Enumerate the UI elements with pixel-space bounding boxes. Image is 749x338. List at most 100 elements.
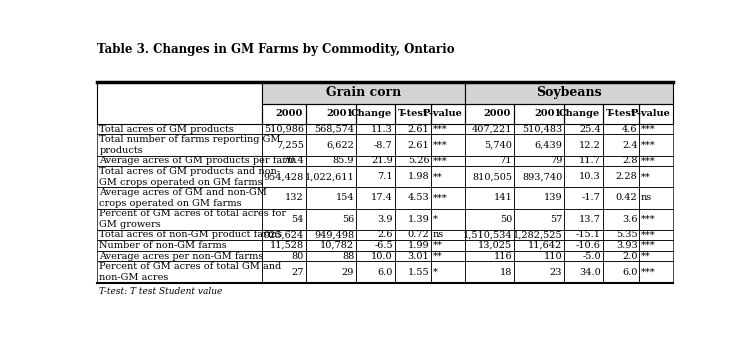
Text: P-value: P-value [630, 109, 670, 118]
Bar [465, 187, 514, 209]
Bar [514, 103, 564, 124]
Text: 13,025: 13,025 [478, 241, 512, 250]
Text: 0.42: 0.42 [616, 193, 637, 202]
Text: Grain corn: Grain corn [326, 87, 401, 99]
Text: 1,510,534: 1,510,534 [462, 231, 512, 240]
Bar [514, 230, 564, 240]
Bar [431, 261, 465, 283]
Text: 154: 154 [336, 193, 354, 202]
Bar [395, 187, 431, 209]
Text: 2.61: 2.61 [407, 141, 429, 149]
Text: 2.8: 2.8 [622, 156, 637, 165]
Bar [395, 209, 431, 230]
Bar [465, 230, 514, 240]
Bar [306, 209, 356, 230]
Bar [564, 124, 602, 135]
Bar [465, 103, 514, 124]
Bar [356, 230, 395, 240]
Text: -10.6: -10.6 [576, 241, 601, 250]
Bar [431, 155, 465, 166]
Bar [602, 261, 640, 283]
Bar [356, 261, 395, 283]
Bar [514, 187, 564, 209]
Text: 510,986: 510,986 [264, 125, 304, 134]
Text: ***: *** [640, 231, 655, 240]
Bar [306, 251, 356, 261]
Text: Total acres of non-GM product farms: Total acres of non-GM product farms [100, 231, 282, 240]
Bar [356, 103, 395, 124]
Bar [356, 166, 395, 187]
Text: 2.28: 2.28 [616, 172, 637, 181]
Bar [97, 124, 261, 135]
Text: 2.0: 2.0 [622, 252, 637, 261]
Text: 2.4: 2.4 [622, 141, 637, 149]
Bar [564, 166, 602, 187]
Text: 3.6: 3.6 [622, 215, 637, 224]
Bar [97, 166, 261, 187]
Bar [514, 240, 564, 251]
Text: **: ** [640, 252, 650, 261]
Bar [395, 155, 431, 166]
Bar [602, 155, 640, 166]
Text: 6.0: 6.0 [377, 267, 392, 276]
Text: 2000: 2000 [484, 109, 511, 118]
Bar [306, 166, 356, 187]
Bar [395, 124, 431, 135]
Text: T-test: T test Student value: T-test: T test Student value [100, 287, 222, 295]
Bar [356, 135, 395, 155]
Text: 11.7: 11.7 [579, 156, 601, 165]
Bar [602, 135, 640, 155]
Text: 2001: 2001 [326, 109, 353, 118]
Bar [97, 261, 261, 283]
Bar [564, 209, 602, 230]
Bar [395, 166, 431, 187]
Text: ***: *** [432, 193, 447, 202]
Text: 34.0: 34.0 [579, 267, 601, 276]
Bar [97, 251, 261, 261]
Bar [306, 103, 356, 124]
Bar [356, 251, 395, 261]
Bar [306, 261, 356, 283]
Bar [395, 135, 431, 155]
Text: **: ** [432, 241, 442, 250]
Bar [640, 261, 673, 283]
Bar [602, 124, 640, 135]
Text: 4.6: 4.6 [622, 125, 637, 134]
Bar [564, 251, 602, 261]
Bar [514, 155, 564, 166]
Text: 3.93: 3.93 [616, 241, 637, 250]
Bar [465, 251, 514, 261]
Bar [431, 240, 465, 251]
Text: -8.7: -8.7 [374, 141, 392, 149]
Text: 1.55: 1.55 [408, 267, 429, 276]
Text: 3.01: 3.01 [407, 252, 429, 261]
Bar [395, 261, 431, 283]
Bar [564, 135, 602, 155]
Bar [261, 209, 306, 230]
Text: 1,022,611: 1,022,611 [305, 172, 354, 181]
Text: GM crops operated on GM farms: GM crops operated on GM farms [100, 177, 263, 187]
Bar [261, 135, 306, 155]
Bar [97, 230, 261, 240]
Text: 71: 71 [500, 156, 512, 165]
Bar [395, 103, 431, 124]
Text: products: products [100, 146, 143, 155]
Bar [97, 209, 261, 230]
Bar [602, 230, 640, 240]
Bar [564, 187, 602, 209]
Bar [306, 230, 356, 240]
Bar [514, 209, 564, 230]
Text: 10.0: 10.0 [372, 252, 392, 261]
Bar [640, 209, 673, 230]
Bar [306, 124, 356, 135]
Text: 50: 50 [500, 215, 512, 224]
Text: 80: 80 [292, 252, 304, 261]
Text: 510,483: 510,483 [522, 125, 562, 134]
Text: Average acres of GM products per farm: Average acres of GM products per farm [100, 156, 297, 165]
Text: ***: *** [640, 141, 655, 149]
Text: 54: 54 [291, 215, 304, 224]
Text: Soybeans: Soybeans [536, 87, 601, 99]
Text: ns: ns [640, 193, 652, 202]
Text: 810,505: 810,505 [472, 172, 512, 181]
Text: ***: *** [640, 125, 655, 134]
